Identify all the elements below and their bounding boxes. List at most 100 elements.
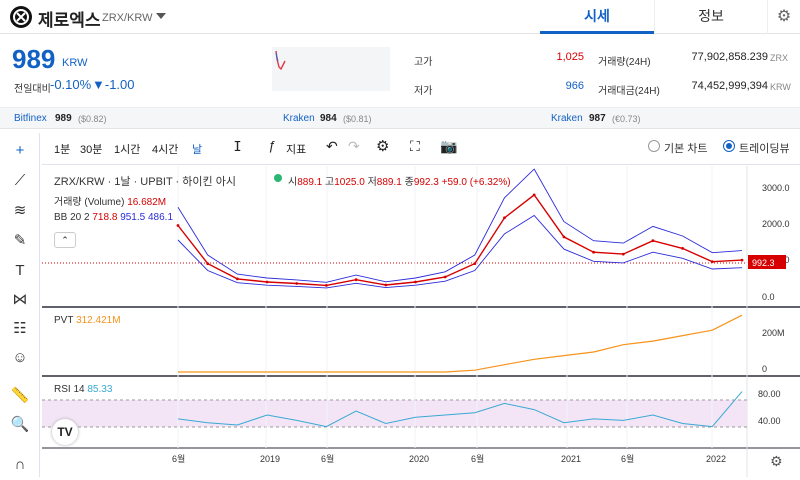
tradingview-radio[interactable] [723, 140, 735, 152]
exchange-name[interactable]: Bitfinex [14, 113, 47, 124]
price-point [740, 258, 744, 262]
price-unit: KRW [62, 57, 88, 69]
axis-settings-icon[interactable]: ⚙ [770, 453, 783, 469]
y-tick-label: 0 [762, 364, 767, 374]
price-point [325, 284, 328, 287]
coin-name: 제로엑스 [38, 11, 101, 30]
price-point [414, 280, 417, 284]
price-point [681, 247, 684, 250]
basic-chart-radio[interactable] [648, 140, 660, 152]
fib-icon[interactable]: ≋ [13, 202, 27, 219]
price-point [265, 280, 269, 284]
chevron-down-icon[interactable] [156, 13, 166, 19]
x-tick-label: 2020 [409, 454, 429, 464]
magnet-icon[interactable]: ∩ [14, 456, 26, 473]
price-point [295, 282, 299, 285]
price-point [592, 250, 595, 254]
high-label: 고가 [414, 57, 433, 68]
volume-label: 거래량(24H) [598, 57, 651, 68]
volume-value: 77,902,858.239 [691, 51, 768, 63]
exchange-name[interactable]: Kraken [551, 113, 583, 124]
basic-chart-label[interactable]: 기본 차트 [664, 143, 708, 155]
bb-legend: BB 20 2 718.8 951.5 486.1 [54, 212, 174, 223]
exchange-price: 989 [55, 113, 72, 124]
price-point [354, 278, 358, 282]
volume-unit: ZRX [770, 53, 788, 63]
undo-icon[interactable]: ↶ [326, 138, 338, 154]
status-dot-icon [274, 174, 282, 182]
timeframe-1h[interactable]: 1시간 [114, 144, 141, 156]
tradingview-logo-icon[interactable]: TV [52, 419, 78, 445]
price-point [562, 235, 566, 239]
chart-area[interactable]: 3000.02000.01000.00.0200M080.0040.006월20… [42, 166, 800, 477]
settings-icon[interactable]: ⚙ [376, 138, 390, 155]
price-point [236, 277, 239, 281]
tradingview-label[interactable]: 트레이딩뷰 [739, 143, 790, 155]
symbol-legend: ZRX/KRW · 1날 · UPBIT · 하이킨 아시 [54, 176, 236, 188]
fullscreen-icon[interactable]: ⛶ [410, 138, 420, 154]
change-label: 전일대비 [14, 84, 51, 95]
exchange-name[interactable]: Kraken [283, 113, 315, 124]
drawing-toolbar: + ⟋ ≋ ✎ T ⋈ ☷ ☺ 📏 🔍 ∩ [0, 133, 40, 477]
mini-chart [272, 47, 390, 91]
text-icon[interactable]: T [15, 262, 25, 279]
pvt-legend: PVT 312.421M [54, 315, 121, 326]
last-price-tag-text: 992.3 [752, 258, 775, 268]
change-percent: -0.10% [50, 77, 92, 92]
indicators-button[interactable]: 지표 [286, 144, 307, 156]
x-tick-label: 6월 [471, 453, 484, 464]
collapse-legend-button[interactable]: ⌃ [54, 232, 76, 248]
amount-unit: KRW [770, 82, 791, 92]
coin-pair: ZRX/KRW [102, 12, 153, 24]
exchange-sub: ($0.82) [78, 114, 107, 124]
trend-line-icon[interactable]: ⟋ [14, 172, 26, 189]
chart-toolbar: 1분 30분 1시간 4시간 날 ⵊ ƒ 지표 ↶ ↷ ⚙ ⛶ 📷 [42, 133, 800, 165]
pattern-icon[interactable]: ⋈ [12, 291, 28, 308]
timeframe-30m[interactable]: 30분 [80, 144, 103, 156]
rsi-legend: RSI 14 85.33 [54, 384, 113, 395]
tab-price[interactable]: 시세 [540, 0, 654, 34]
zoom-icon[interactable]: 🔍 [10, 416, 30, 433]
price-point [532, 193, 536, 197]
current-price: 989 [12, 44, 56, 74]
exchange-price: 984 [320, 113, 337, 124]
y-tick-label: 0.0 [762, 292, 775, 302]
timeframe-day[interactable]: 날 [192, 144, 203, 156]
y-tick-label: 40.00 [758, 416, 781, 426]
amount-value: 74,452,999,394 [691, 80, 768, 92]
gear-icon[interactable]: ⚙ [776, 8, 792, 25]
pvt-line [178, 314, 743, 373]
x-tick-label: 6월 [172, 453, 185, 464]
prediction-icon[interactable]: ☷ [13, 320, 27, 337]
camera-icon[interactable]: 📷 [440, 138, 458, 154]
x-tick-label: 6월 [621, 453, 634, 464]
change-amount: ▼-1.00 [92, 77, 135, 92]
candle-type-icon[interactable]: ⵊ [234, 138, 242, 154]
crosshair-icon[interactable]: + [15, 142, 25, 159]
timeframe-4h[interactable]: 4시간 [152, 144, 179, 156]
price-point [443, 275, 447, 279]
last-price-tag [748, 255, 786, 269]
timeframe-1m[interactable]: 1분 [54, 144, 71, 156]
price-point [621, 252, 625, 256]
x-tick-label: 6월 [321, 453, 334, 464]
exchange-bar: Bitfinex 989 ($0.82) Kraken 984 ($0.81) … [0, 107, 800, 129]
price-point [473, 262, 477, 265]
high-value: 1,025 [556, 51, 584, 63]
ruler-icon[interactable]: 📏 [10, 387, 30, 404]
volume-legend: 거래량 (Volume) 16.682M [54, 197, 167, 208]
y-tick-label: 200M [762, 328, 785, 338]
fx-icon[interactable]: ƒ [268, 138, 276, 153]
price-point [710, 260, 714, 264]
tab-info[interactable]: 정보 [654, 0, 768, 34]
emoji-icon[interactable]: ☺ [12, 349, 28, 366]
top-bar: 제로엑스 ZRX/KRW 시세 정보 ⚙ [0, 0, 800, 34]
x-tick-label: 2021 [561, 454, 581, 464]
zrx-logo-icon [10, 6, 32, 28]
bb-lower-line [177, 214, 743, 289]
brush-icon[interactable]: ✎ [13, 232, 27, 249]
price-point [651, 239, 655, 243]
redo-icon[interactable]: ↷ [348, 138, 360, 154]
low-label: 저가 [414, 86, 433, 97]
price-point [503, 216, 506, 220]
